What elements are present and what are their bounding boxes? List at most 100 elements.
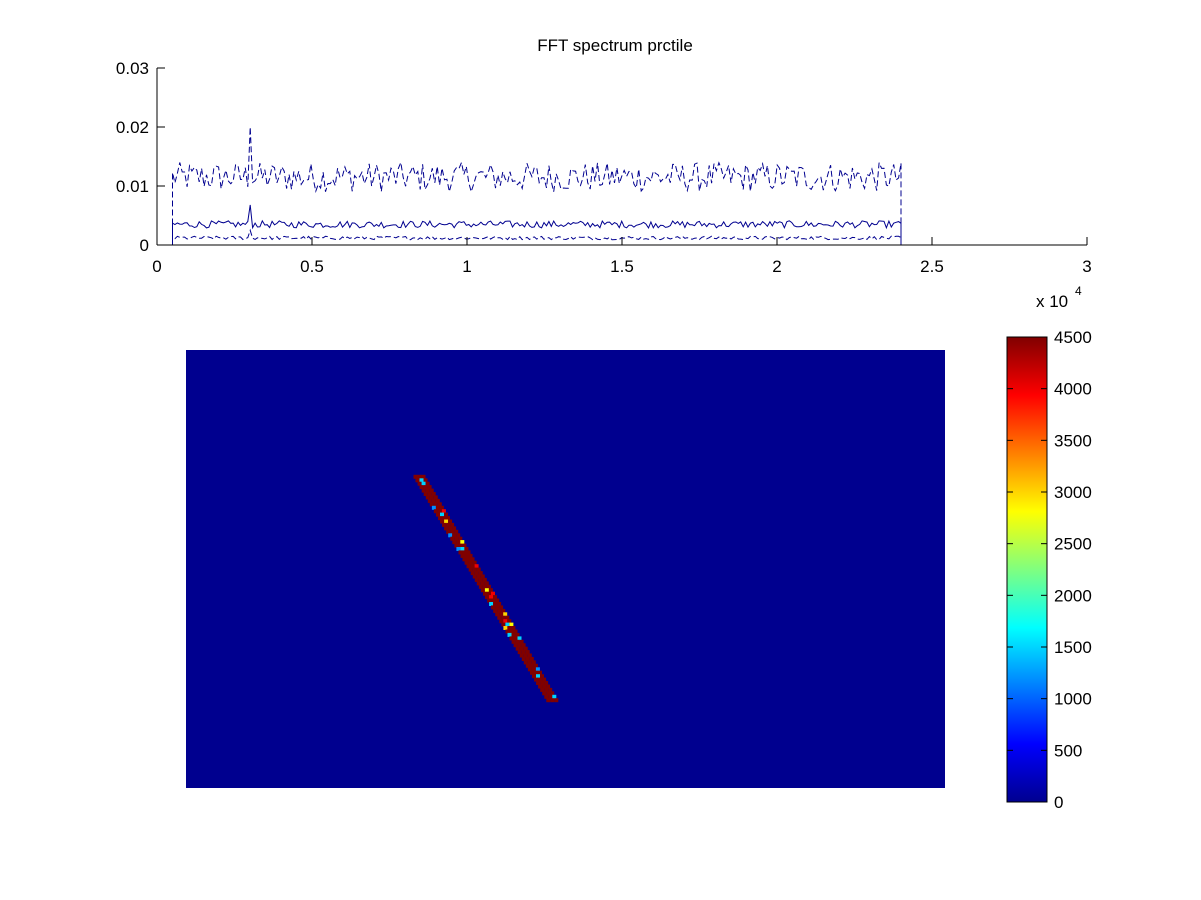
colorbar-ticks: 0 500 1000 1500 2000 2500 3000 3500 4000 4500 xyxy=(1007,328,1092,812)
heatmap-cell xyxy=(497,608,502,613)
heatmap-cell xyxy=(423,478,428,483)
heatmap-cell xyxy=(525,650,530,655)
heatmap-cell xyxy=(550,698,555,703)
colorbar-tick-label: 1500 xyxy=(1054,638,1092,657)
heatmap-cell xyxy=(495,612,500,617)
heatmap-cell xyxy=(497,615,502,620)
heatmap-cell xyxy=(437,502,442,507)
heatmap-cell xyxy=(442,522,447,527)
x-tick-label: 1.5 xyxy=(610,257,634,276)
heatmap-cell xyxy=(497,602,502,606)
heatmap-cell xyxy=(474,571,479,576)
heatmap-cell xyxy=(431,505,436,510)
colorbar-tick-label: 4000 xyxy=(1054,380,1092,399)
colorbar-tick-label: 2000 xyxy=(1054,586,1092,605)
spectrum-y-ticks: 0 0.01 0.02 0.03 xyxy=(116,59,165,255)
heatmap-cell xyxy=(478,577,483,582)
heatmap-cell xyxy=(540,681,545,685)
heatmap-cell xyxy=(484,588,489,593)
heatmap-cell xyxy=(427,485,432,490)
heatmap-cell xyxy=(472,574,477,579)
colorbar-tick-label: 500 xyxy=(1054,741,1082,760)
heatmap-cell xyxy=(425,481,430,486)
heatmap-cell xyxy=(486,584,491,589)
heatmap-cell xyxy=(536,681,541,685)
heatmap-cell xyxy=(501,608,506,613)
heatmap-cell xyxy=(495,605,500,610)
heatmap-cell xyxy=(489,595,493,600)
heatmap-cell xyxy=(435,505,440,510)
heatmap-cell xyxy=(448,519,453,524)
heatmap-cell xyxy=(440,519,445,524)
heatmap-cell xyxy=(527,653,532,658)
heatmap-cell xyxy=(421,474,426,479)
heatmap-cell xyxy=(468,567,473,572)
heatmap-cell xyxy=(435,498,440,503)
heatmap-cell xyxy=(450,529,455,534)
heatmap-cell xyxy=(523,653,528,658)
heatmap-cell xyxy=(462,550,467,555)
heatmap-cell xyxy=(431,498,436,503)
heatmap-cell xyxy=(472,560,477,565)
heatmap-cell xyxy=(501,622,506,627)
colorbar-tick-label: 1000 xyxy=(1054,690,1092,709)
heatmap-cell xyxy=(544,681,549,685)
heatmap-cell xyxy=(529,657,534,661)
heatmap-cell xyxy=(493,602,498,606)
y-tick-label: 0.02 xyxy=(116,118,149,137)
heatmap-cell xyxy=(417,474,422,479)
heatmap-cell xyxy=(491,605,496,610)
heatmap-cell xyxy=(542,677,547,682)
heatmap-cell xyxy=(452,526,457,531)
heatmap-cell xyxy=(507,619,512,624)
heatmap-cell xyxy=(523,660,528,665)
heatmap-cell xyxy=(540,687,545,692)
heatmap-cell xyxy=(550,691,555,696)
heatmap-cell xyxy=(446,529,451,534)
heatmap-cell xyxy=(548,694,553,699)
heatmap-cell xyxy=(503,626,508,630)
heatmap-cell xyxy=(460,540,465,545)
heatmap-cell xyxy=(421,481,426,486)
heatmap-cell xyxy=(499,619,504,624)
heatmap-cell xyxy=(519,653,524,658)
heatmap-cell xyxy=(439,505,444,510)
heatmap-background xyxy=(186,350,945,788)
heatmap-cell xyxy=(458,536,463,541)
heatmap-cell xyxy=(525,663,530,668)
heatmap-cell xyxy=(464,547,469,551)
x-tick-label: 0 xyxy=(152,257,161,276)
heatmap-cell xyxy=(531,667,536,672)
heatmap-cell xyxy=(499,612,504,617)
x-tick-label: 1 xyxy=(462,257,471,276)
heatmap-cell xyxy=(470,564,475,569)
colorbar-tick-label: 0 xyxy=(1054,793,1063,812)
heatmap-cell xyxy=(444,512,448,517)
heatmap-cell xyxy=(421,488,426,493)
heatmap-cell xyxy=(532,674,536,679)
x-tick-label: 3 xyxy=(1082,257,1091,276)
heatmap-cell xyxy=(458,550,463,555)
colorbar-tick-label: 3000 xyxy=(1054,483,1092,502)
heatmap-cell xyxy=(425,488,430,493)
heatmap-cell xyxy=(542,691,547,696)
heatmap-cell xyxy=(458,543,463,548)
heatmap-cell xyxy=(507,632,512,637)
heatmap-cell xyxy=(489,602,494,606)
heatmap-cell xyxy=(517,650,522,655)
heatmap-cell xyxy=(454,536,459,541)
heatmap-cell xyxy=(535,667,540,672)
heatmap-cell xyxy=(456,540,461,545)
heatmap-cell xyxy=(460,553,465,558)
y-tick-label: 0 xyxy=(140,236,149,255)
heatmap-cell xyxy=(533,663,538,668)
spectrum-axes: FFT spectrum prctile 0 0.5 1 1.5 2 2.5 3 0 0.01… xyxy=(116,36,1092,311)
heatmap-cell xyxy=(440,512,444,517)
heatmap-cell xyxy=(454,543,459,548)
heatmap-cell xyxy=(503,612,508,617)
x-tick-label: 2.5 xyxy=(920,257,944,276)
heatmap-cell xyxy=(429,502,434,507)
heatmap-cell xyxy=(505,615,510,620)
heatmap-cell xyxy=(523,646,528,651)
